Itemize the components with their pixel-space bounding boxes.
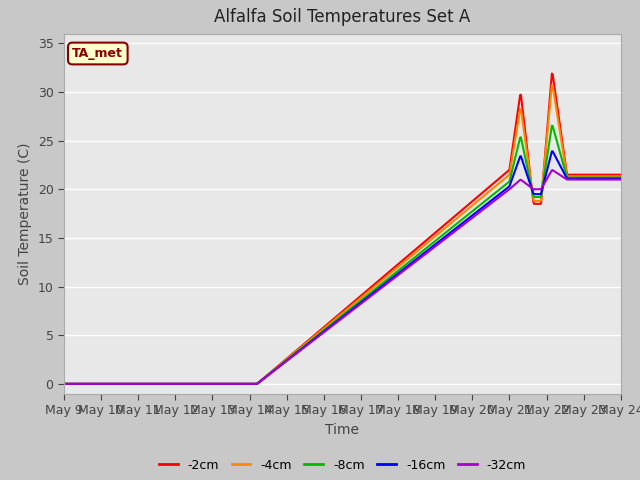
-16cm <box>60 381 68 387</box>
-16cm <box>548 148 556 154</box>
-2cm <box>184 381 192 387</box>
-4cm <box>60 381 68 387</box>
-8cm <box>426 242 434 248</box>
-16cm <box>214 381 221 387</box>
-16cm <box>426 245 434 251</box>
-16cm <box>410 258 418 264</box>
Line: -32cm: -32cm <box>64 170 621 384</box>
-16cm <box>127 381 135 387</box>
-8cm <box>617 175 625 180</box>
-2cm <box>127 381 135 387</box>
Line: -2cm: -2cm <box>64 73 621 384</box>
-32cm <box>617 177 625 182</box>
-2cm <box>70 381 78 387</box>
-32cm <box>549 167 557 173</box>
Line: -8cm: -8cm <box>64 126 621 384</box>
-2cm <box>617 172 625 178</box>
-8cm <box>410 255 418 261</box>
Line: -4cm: -4cm <box>64 85 621 384</box>
-4cm <box>184 381 192 387</box>
-8cm <box>60 381 68 387</box>
-32cm <box>60 381 68 387</box>
-4cm <box>127 381 135 387</box>
-32cm <box>184 381 192 387</box>
-8cm <box>214 381 221 387</box>
-2cm <box>410 248 418 253</box>
Y-axis label: Soil Temperature (C): Soil Temperature (C) <box>18 143 32 285</box>
Legend: -2cm, -4cm, -8cm, -16cm, -32cm: -2cm, -4cm, -8cm, -16cm, -32cm <box>154 454 531 477</box>
-2cm <box>60 381 68 387</box>
-8cm <box>184 381 192 387</box>
-4cm <box>548 82 556 88</box>
-16cm <box>617 176 625 181</box>
Title: Alfalfa Soil Temperatures Set A: Alfalfa Soil Temperatures Set A <box>214 9 470 26</box>
-32cm <box>214 381 221 387</box>
-32cm <box>127 381 135 387</box>
-4cm <box>617 174 625 180</box>
Line: -16cm: -16cm <box>64 151 621 384</box>
-32cm <box>70 381 78 387</box>
-32cm <box>410 260 418 266</box>
-32cm <box>426 247 434 253</box>
-16cm <box>70 381 78 387</box>
X-axis label: Time: Time <box>325 422 360 437</box>
-8cm <box>548 123 556 129</box>
-2cm <box>548 71 556 76</box>
-4cm <box>70 381 78 387</box>
-2cm <box>214 381 221 387</box>
-4cm <box>426 238 434 243</box>
-4cm <box>410 251 418 257</box>
-4cm <box>214 381 221 387</box>
Text: TA_met: TA_met <box>72 47 124 60</box>
-8cm <box>127 381 135 387</box>
-16cm <box>184 381 192 387</box>
-2cm <box>426 234 434 240</box>
-8cm <box>70 381 78 387</box>
